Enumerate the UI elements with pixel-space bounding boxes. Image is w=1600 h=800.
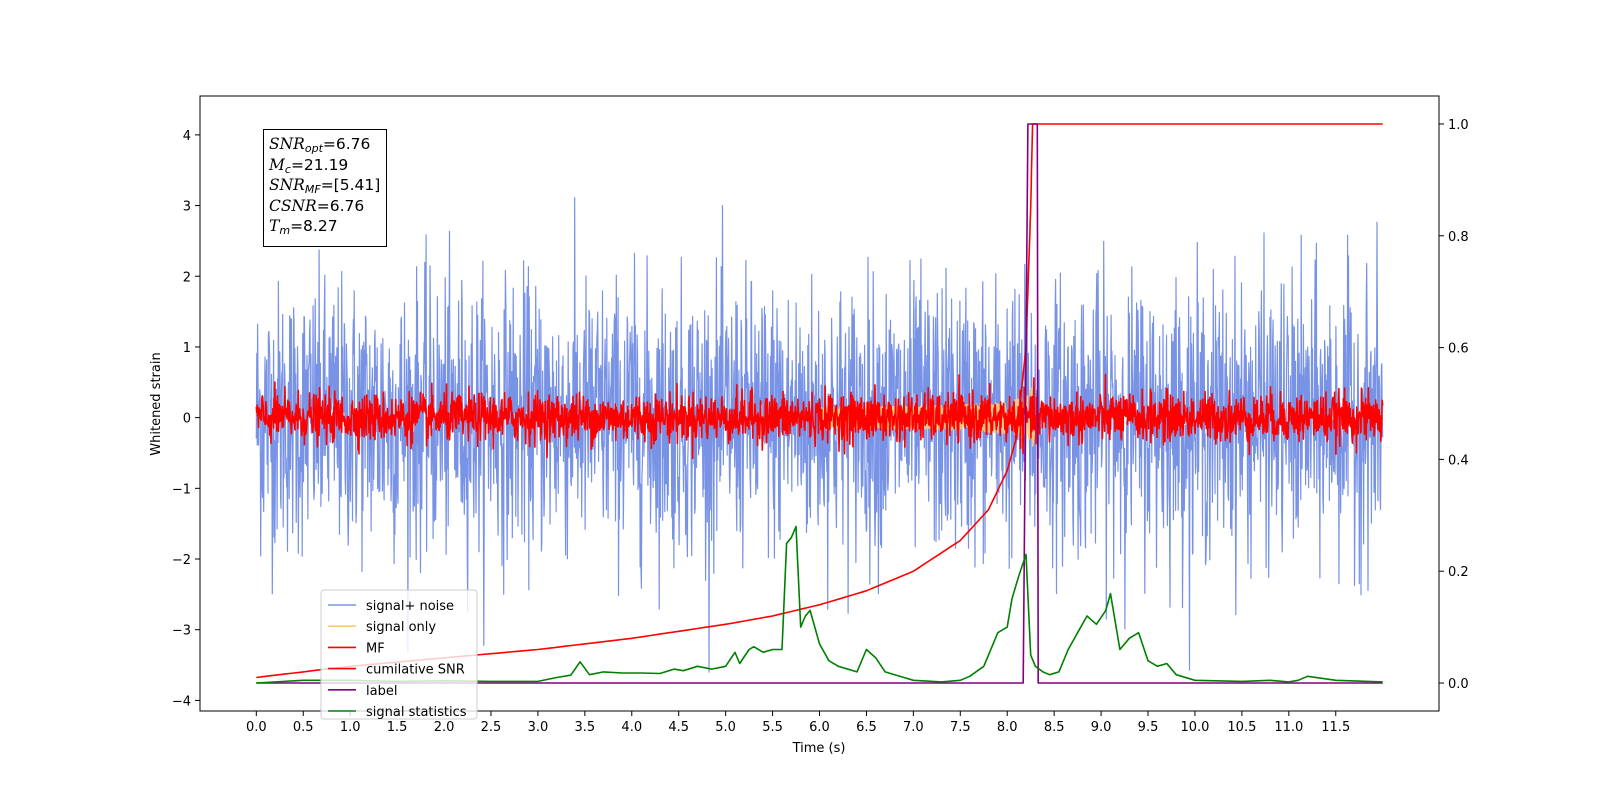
x-tick-label: 2.5	[481, 720, 502, 735]
legend-label-cumilative-snr: cumilative SNR	[366, 663, 465, 678]
y-tick-label: 3	[183, 200, 191, 215]
y2-tick-label: 0.4	[1448, 453, 1469, 468]
y-tick-label: −2	[172, 553, 191, 568]
snr-mf-annotation: SNRMF=[5.41]	[269, 175, 386, 196]
y-tick-label: −4	[172, 694, 191, 709]
x-tick-label: 0.0	[246, 720, 267, 735]
x-tick-label: 10.0	[1180, 720, 1209, 735]
csnr-annotation: CSNR=6.76	[269, 196, 386, 217]
x-tick-label: 11.5	[1321, 720, 1350, 735]
x-axis: 0.0 0.5 1.0 1.5 2.0 2.5 3.0 3.5 4.0 4.5 5.0 5.5 6.0 6…	[246, 711, 1350, 735]
y-axis-right: 1.0 0.8 0.6 0.4 0.2 0.0	[1439, 118, 1469, 692]
x-tick-label: 5.5	[762, 720, 783, 735]
x-tick-label: 4.5	[668, 720, 689, 735]
x-tick-label: 3.0	[528, 720, 549, 735]
x-tick-label: 7.5	[950, 720, 971, 735]
series-label-line	[256, 123, 1383, 684]
tm-annotation: Tm=8.27	[269, 216, 386, 237]
mc-symbol: M	[269, 155, 285, 174]
snr-mf-value: =[5.41]	[320, 176, 381, 194]
mc-annotation: Mc=21.19	[269, 155, 386, 176]
x-tick-label: 3.5	[574, 720, 595, 735]
x-tick-label: 2.0	[434, 720, 455, 735]
legend-label-signal-noise: signal+ noise	[366, 599, 454, 614]
y2-tick-label: 0.2	[1448, 565, 1469, 580]
y-tick-label: 4	[183, 129, 191, 144]
tm-symbol: T	[269, 217, 280, 235]
mc-value: =21.19	[290, 155, 349, 174]
x-tick-label: 6.0	[809, 720, 830, 735]
snr-opt-symbol: SNR	[269, 135, 305, 153]
x-tick-label: 9.5	[1138, 720, 1159, 735]
y-tick-label: −1	[172, 482, 191, 497]
mc-subscript: c	[284, 162, 291, 176]
x-tick-label: 6.5	[856, 720, 877, 735]
y2-tick-label: 0.0	[1448, 677, 1469, 692]
y-tick-label: 1	[183, 341, 191, 356]
x-tick-label: 11.0	[1274, 720, 1303, 735]
snr-mf-subscript: MF	[304, 183, 321, 196]
legend: signal+ noise signal only MF cumilative SNR…	[320, 589, 478, 720]
y-tick-label: 0	[183, 412, 191, 427]
legend-label-mf: MF	[366, 641, 385, 656]
snr-opt-value: =6.76	[322, 135, 371, 153]
annotation-box: SNRopt=6.76 Mc=21.19 SNRMF=[5.41] CSNR=6…	[263, 129, 387, 247]
x-axis-label: Time (s)	[792, 741, 846, 756]
snr-mf-symbol: SNR	[269, 176, 305, 194]
x-tick-label: 1.0	[340, 720, 361, 735]
x-tick-label: 5.0	[715, 720, 736, 735]
csnr-symbol: CSNR	[269, 196, 317, 215]
x-tick-label: 7.0	[903, 720, 924, 735]
y-axis-left: 4 3 2 1 0 −1 −2 −3 −4	[172, 129, 200, 709]
y-tick-label: 2	[183, 270, 191, 285]
x-tick-label: 8.5	[1044, 720, 1065, 735]
legend-label-signal-only: signal only	[366, 620, 436, 635]
tm-value: =8.27	[290, 217, 338, 235]
x-tick-label: 4.0	[621, 720, 642, 735]
tm-subscript: m	[279, 224, 291, 237]
y-axis-label: Whitened strain	[149, 352, 164, 455]
csnr-value: =6.76	[316, 196, 365, 215]
x-tick-label: 10.5	[1227, 720, 1256, 735]
x-tick-label: 8.0	[997, 720, 1018, 735]
legend-label-label: label	[366, 684, 397, 699]
y2-tick-label: 1.0	[1448, 118, 1469, 133]
snr-opt-subscript: opt	[304, 142, 323, 155]
legend-label-signal-statistics: signal statistics	[366, 705, 467, 720]
series-signal-statistics-line	[256, 525, 1383, 684]
series-mf-line	[255, 373, 1384, 460]
x-tick-label: 9.0	[1091, 720, 1112, 735]
x-tick-label: 0.5	[293, 720, 314, 735]
snr-opt-annotation: SNRopt=6.76	[269, 134, 386, 155]
x-tick-label: 1.5	[387, 720, 408, 735]
y2-tick-label: 0.6	[1448, 342, 1469, 357]
y-tick-label: −3	[172, 624, 191, 639]
y2-tick-label: 0.8	[1448, 230, 1469, 245]
legend-box	[320, 589, 478, 720]
